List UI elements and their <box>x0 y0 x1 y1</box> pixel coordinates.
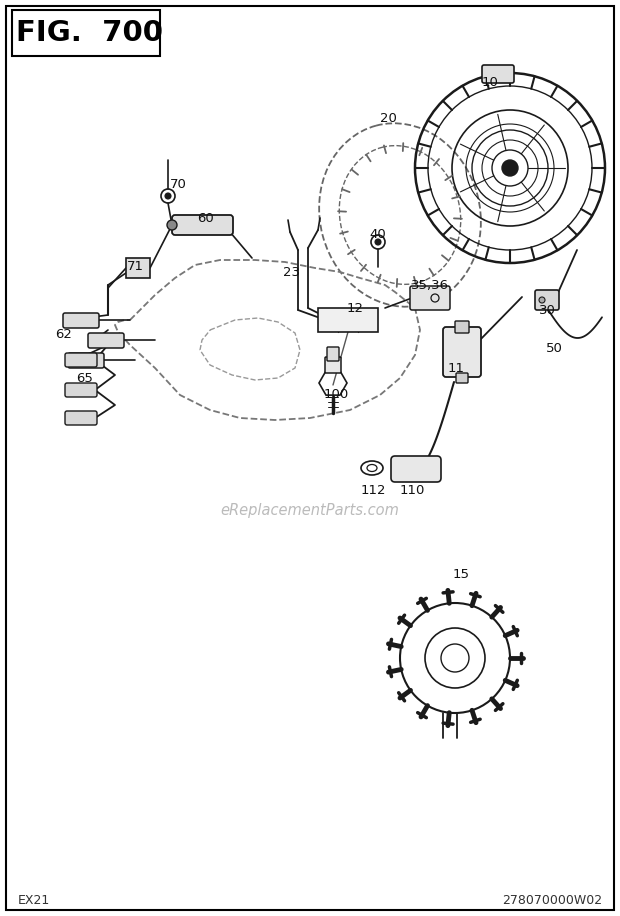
Text: 10: 10 <box>482 75 498 89</box>
FancyBboxPatch shape <box>126 258 150 278</box>
FancyBboxPatch shape <box>482 65 514 83</box>
FancyBboxPatch shape <box>410 286 450 310</box>
Text: 65: 65 <box>76 372 94 385</box>
Text: 100: 100 <box>324 388 348 401</box>
Text: 30: 30 <box>539 303 556 317</box>
Text: 12: 12 <box>347 301 363 314</box>
Circle shape <box>502 160 518 176</box>
Text: 110: 110 <box>399 484 425 496</box>
Text: 60: 60 <box>197 212 213 224</box>
Text: 50: 50 <box>546 342 562 354</box>
Circle shape <box>165 193 171 199</box>
FancyBboxPatch shape <box>325 357 341 373</box>
FancyBboxPatch shape <box>68 353 104 368</box>
Text: 23: 23 <box>283 266 301 278</box>
FancyBboxPatch shape <box>455 321 469 333</box>
Text: 35,36: 35,36 <box>411 278 449 291</box>
Text: 40: 40 <box>370 228 386 242</box>
FancyBboxPatch shape <box>318 308 378 332</box>
FancyBboxPatch shape <box>65 383 97 397</box>
Text: 70: 70 <box>169 179 187 191</box>
Text: EX21: EX21 <box>18 893 50 907</box>
Text: 71: 71 <box>126 260 143 274</box>
FancyBboxPatch shape <box>443 327 481 377</box>
FancyBboxPatch shape <box>391 456 441 482</box>
Text: 112: 112 <box>360 484 386 496</box>
Circle shape <box>375 239 381 245</box>
FancyBboxPatch shape <box>172 215 233 235</box>
FancyBboxPatch shape <box>65 411 97 425</box>
FancyBboxPatch shape <box>63 313 99 328</box>
Text: 62: 62 <box>56 329 73 342</box>
FancyBboxPatch shape <box>65 353 97 367</box>
Circle shape <box>539 297 545 303</box>
FancyBboxPatch shape <box>327 347 339 361</box>
Text: 278070000W02: 278070000W02 <box>502 893 602 907</box>
Circle shape <box>167 220 177 230</box>
FancyBboxPatch shape <box>535 290 559 310</box>
FancyBboxPatch shape <box>12 10 160 56</box>
FancyBboxPatch shape <box>88 333 124 348</box>
Text: 20: 20 <box>379 112 396 125</box>
FancyBboxPatch shape <box>456 373 468 383</box>
Text: FIG.  700: FIG. 700 <box>16 19 163 47</box>
Text: 15: 15 <box>453 568 469 581</box>
Text: eReplacementParts.com: eReplacementParts.com <box>221 503 399 518</box>
Text: 11: 11 <box>448 362 464 375</box>
